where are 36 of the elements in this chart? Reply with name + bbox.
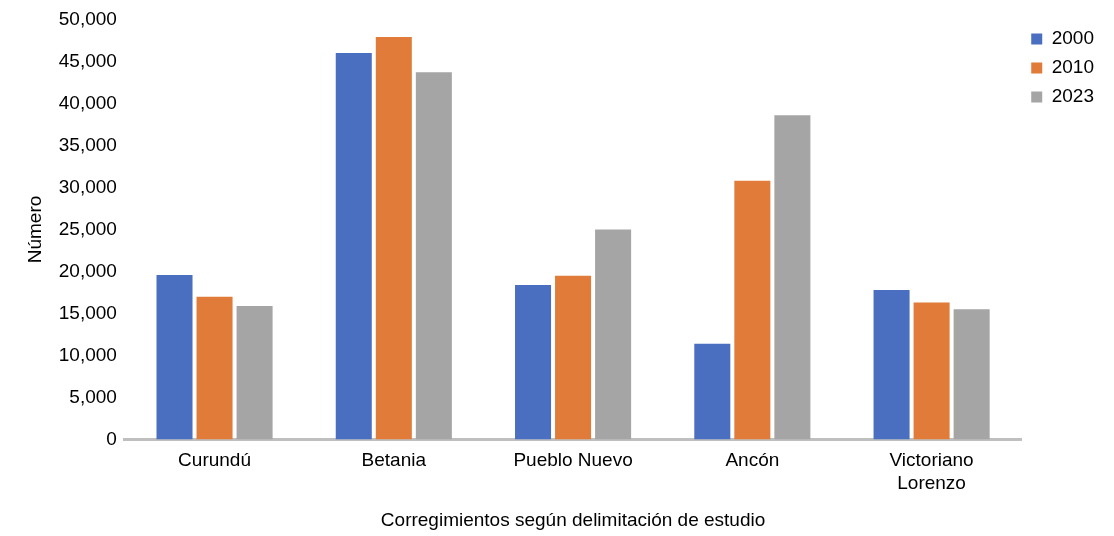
bar xyxy=(595,229,632,440)
legend-label: 2000 xyxy=(1051,27,1095,49)
y-tick-label: 45,000 xyxy=(58,49,117,71)
bar xyxy=(335,53,372,440)
y-tick-label: 35,000 xyxy=(58,133,117,155)
bar xyxy=(953,309,990,440)
bar xyxy=(415,72,452,440)
bar xyxy=(913,302,950,440)
bar xyxy=(694,343,731,440)
y-tick-label: 25,000 xyxy=(58,217,117,239)
y-tick-label: 40,000 xyxy=(58,91,117,113)
bar xyxy=(555,275,592,440)
x-tick-label: Pueblo Nuevo xyxy=(513,449,633,471)
y-tick-label: 0 xyxy=(106,427,117,449)
y-tick-label: 50,000 xyxy=(58,7,117,29)
y-tick-label: 10,000 xyxy=(58,343,117,365)
bar xyxy=(156,274,193,440)
y-axis-title: Número xyxy=(23,195,45,264)
x-axis-title: Corregimientos según delimitación de estudio xyxy=(380,508,766,530)
y-tick-label: 20,000 xyxy=(58,259,117,281)
y-tick-label: 5,000 xyxy=(69,385,117,407)
y-tick-label: 30,000 xyxy=(58,175,117,197)
legend-label: 2010 xyxy=(1051,56,1095,78)
legend-label: 2023 xyxy=(1051,85,1095,107)
x-tick-label: Betania xyxy=(361,449,427,471)
bar xyxy=(515,284,552,440)
x-tick-label: Victoriano Lorenzo xyxy=(889,449,974,494)
x-tick-label: Curundú xyxy=(178,449,251,471)
bar xyxy=(774,115,811,440)
x-tick-label: Ancón xyxy=(725,449,780,471)
bar xyxy=(236,305,273,440)
bar xyxy=(734,180,771,440)
bar xyxy=(375,37,412,440)
y-tick-label: 15,000 xyxy=(58,301,117,323)
bar xyxy=(873,290,910,440)
bar xyxy=(196,296,233,440)
